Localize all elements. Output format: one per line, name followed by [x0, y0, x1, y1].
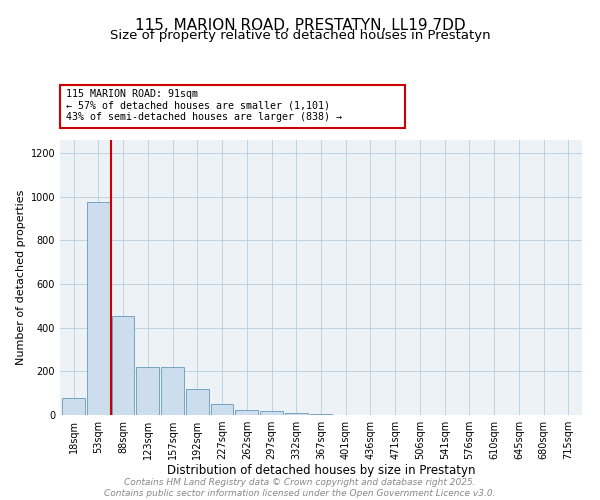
Bar [260, 410, 283, 415]
Text: Contains HM Land Registry data © Crown copyright and database right 2025.
Contai: Contains HM Land Registry data © Crown c… [104, 478, 496, 498]
Bar [285, 413, 308, 415]
Text: 115, MARION ROAD, PRESTATYN, LL19 7DD: 115, MARION ROAD, PRESTATYN, LL19 7DD [134, 18, 466, 32]
Text: Size of property relative to detached houses in Prestatyn: Size of property relative to detached ho… [110, 29, 490, 42]
Bar [161, 366, 184, 415]
Bar [310, 414, 332, 415]
Bar [62, 398, 85, 415]
Y-axis label: Number of detached properties: Number of detached properties [16, 190, 26, 365]
Bar [186, 389, 209, 415]
Bar [235, 410, 258, 415]
Bar [112, 316, 134, 415]
X-axis label: Distribution of detached houses by size in Prestatyn: Distribution of detached houses by size … [167, 464, 475, 476]
Bar [136, 366, 159, 415]
Bar [87, 202, 110, 415]
Bar [211, 404, 233, 415]
Text: 115 MARION ROAD: 91sqm
← 57% of detached houses are smaller (1,101)
43% of semi-: 115 MARION ROAD: 91sqm ← 57% of detached… [66, 89, 342, 122]
